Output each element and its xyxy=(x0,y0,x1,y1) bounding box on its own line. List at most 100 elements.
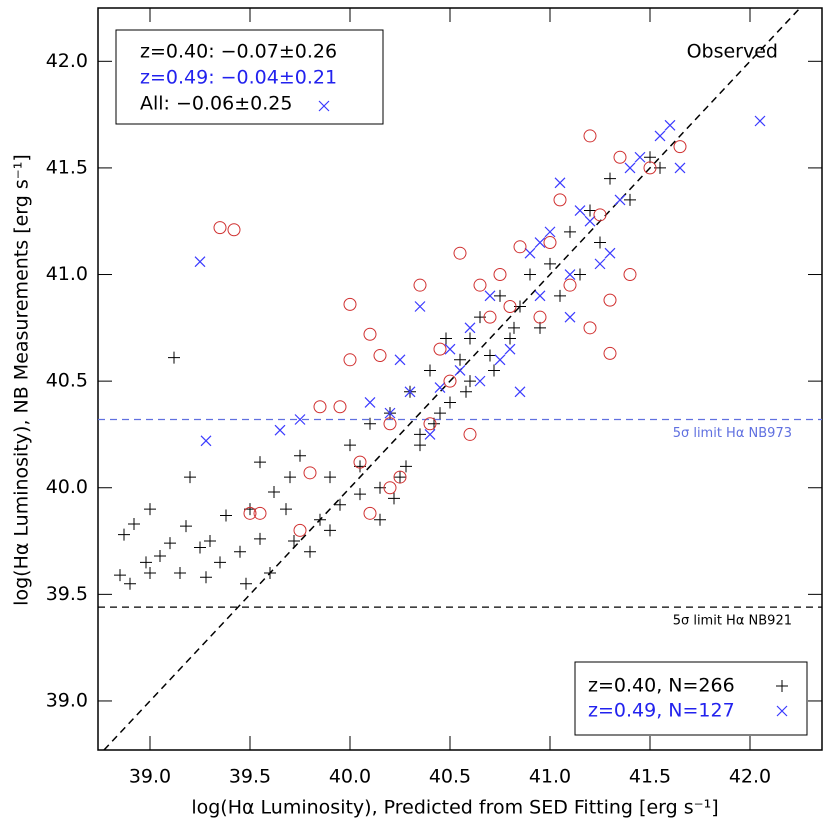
y-tick-label: 41.0 xyxy=(46,263,88,285)
point xyxy=(594,236,606,249)
x-tick-label: 39.0 xyxy=(129,766,171,788)
point xyxy=(624,193,636,206)
point xyxy=(613,150,627,164)
legend-box xyxy=(574,661,808,736)
point xyxy=(280,503,292,516)
legend-label: z=0.40, N=266 xyxy=(588,675,735,697)
point xyxy=(204,535,216,548)
point xyxy=(140,556,152,569)
point xyxy=(463,427,477,441)
point xyxy=(554,289,566,302)
point xyxy=(364,417,376,430)
limit-label: 5σ limit Hα NB921 xyxy=(673,614,792,629)
limit-label: 5σ limit Hα NB973 xyxy=(673,426,792,441)
x-tick-label: 42.0 xyxy=(729,766,771,788)
point xyxy=(394,354,406,366)
legend-marker xyxy=(776,705,788,717)
x-tick-label: 40.0 xyxy=(329,766,371,788)
point xyxy=(164,537,176,550)
stats-text: z=0.49: −0.04±0.21 xyxy=(140,67,337,89)
point xyxy=(363,506,377,520)
point xyxy=(574,268,586,281)
point xyxy=(214,556,226,569)
point xyxy=(634,151,646,163)
point xyxy=(304,545,316,558)
point xyxy=(354,488,366,501)
point xyxy=(524,268,536,281)
stats-marker xyxy=(318,100,330,112)
point xyxy=(604,172,616,185)
stats-text: z=0.40: −0.07±0.26 xyxy=(140,41,337,63)
point xyxy=(443,374,457,388)
point xyxy=(424,429,436,440)
point xyxy=(194,541,206,554)
x-tick-label: 39.5 xyxy=(229,766,271,788)
point xyxy=(574,205,586,216)
point xyxy=(414,439,426,452)
point xyxy=(524,247,536,259)
point xyxy=(453,246,467,260)
point xyxy=(504,343,516,355)
point xyxy=(374,513,386,526)
point xyxy=(460,385,472,398)
point xyxy=(464,322,476,334)
point xyxy=(604,247,616,259)
x-tick-label: 40.5 xyxy=(429,766,471,788)
point xyxy=(154,549,166,562)
point xyxy=(484,349,496,362)
point xyxy=(343,297,357,311)
point xyxy=(584,204,596,217)
point xyxy=(553,193,567,207)
point xyxy=(268,486,280,499)
point xyxy=(434,382,446,393)
point xyxy=(414,428,426,441)
point xyxy=(293,523,307,537)
point xyxy=(494,289,506,302)
point xyxy=(544,226,556,238)
legend-label: z=0.49, N=127 xyxy=(588,700,735,722)
point xyxy=(333,400,347,414)
point xyxy=(314,513,326,526)
point xyxy=(303,466,317,480)
point xyxy=(534,290,546,302)
point xyxy=(373,349,387,363)
point xyxy=(593,208,607,222)
point xyxy=(464,375,476,388)
point xyxy=(324,524,336,537)
point xyxy=(554,177,566,189)
point xyxy=(754,115,766,127)
point xyxy=(534,321,546,334)
point xyxy=(474,375,486,387)
point xyxy=(414,301,426,312)
point xyxy=(363,327,377,341)
point xyxy=(200,571,212,584)
point xyxy=(404,386,416,398)
point xyxy=(444,396,456,409)
point xyxy=(454,365,466,376)
point xyxy=(433,342,447,356)
point xyxy=(423,417,437,431)
point xyxy=(494,354,506,366)
point xyxy=(234,545,246,558)
point xyxy=(584,215,596,227)
point xyxy=(444,343,456,355)
point xyxy=(603,346,617,360)
y-tick-label: 39.5 xyxy=(46,583,88,605)
point xyxy=(504,332,516,345)
point xyxy=(643,161,657,175)
y-tick-label: 40.0 xyxy=(46,476,88,498)
point xyxy=(440,332,452,345)
point xyxy=(493,268,507,282)
point xyxy=(184,471,196,484)
point xyxy=(484,290,496,302)
point xyxy=(513,240,527,254)
point xyxy=(464,332,476,345)
point xyxy=(353,455,367,469)
point xyxy=(534,237,546,248)
point xyxy=(674,162,686,174)
point xyxy=(288,535,300,548)
y-tick-label: 40.5 xyxy=(46,370,88,392)
point xyxy=(424,364,436,377)
